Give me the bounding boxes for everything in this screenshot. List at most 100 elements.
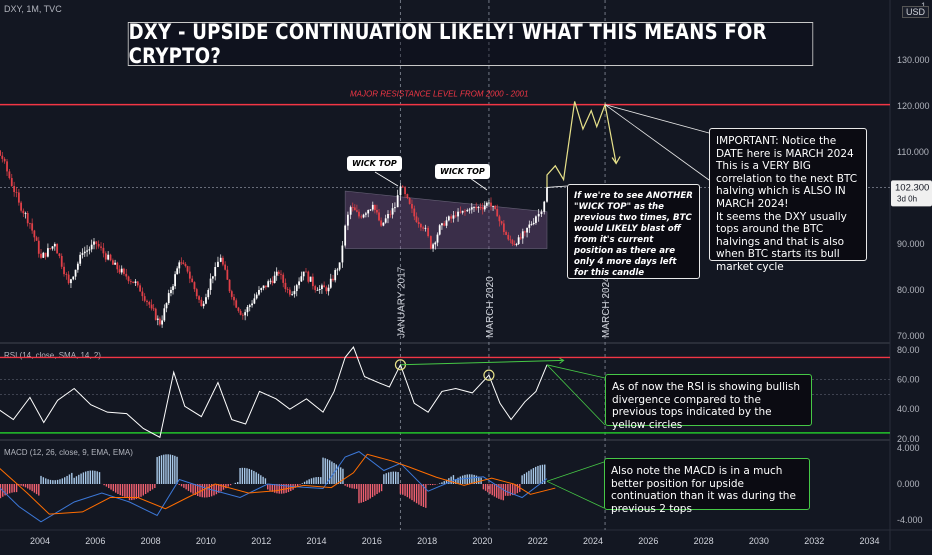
candle-body — [178, 262, 181, 269]
candle-body — [95, 241, 98, 244]
candle-body — [83, 251, 86, 254]
wick-pointer — [469, 177, 488, 191]
year-tick-label: 2022 — [528, 536, 548, 546]
candle-body — [477, 207, 480, 209]
rsi-tick-label: 20.00 — [897, 434, 920, 444]
candle-body — [389, 214, 392, 215]
candle-body — [51, 246, 54, 249]
candle-body — [367, 210, 370, 214]
candle-body — [546, 187, 548, 202]
rsi-note-connector — [546, 364, 606, 426]
candle-body — [309, 276, 312, 282]
rsi-divergence-line — [400, 359, 564, 366]
candle-body — [102, 247, 105, 254]
candle-body — [90, 244, 93, 250]
year-tick-label: 2032 — [804, 536, 824, 546]
candle-body — [205, 297, 207, 304]
candle-body — [336, 269, 339, 271]
candle-body — [20, 202, 22, 211]
date-label: MARCH 2020 — [485, 276, 496, 338]
candle-body — [226, 269, 229, 280]
candle-body — [507, 234, 510, 240]
candle-body — [230, 291, 233, 297]
chart-title: DXY - UPSIDE CONTINUATION LIKELY! WHAT T… — [127, 20, 814, 68]
year-tick-label: 2020 — [472, 536, 492, 546]
candle-body — [53, 244, 56, 247]
year-tick-label: 2024 — [583, 536, 603, 546]
candle-body — [170, 290, 172, 294]
candle-body — [300, 276, 303, 282]
candle-body — [311, 276, 314, 287]
candle-body — [260, 288, 263, 290]
candle-body — [58, 253, 61, 257]
candle-body — [332, 278, 334, 281]
candle-body — [490, 202, 492, 207]
candle-body — [31, 223, 34, 231]
candle-body — [401, 186, 404, 188]
candle-body — [207, 289, 210, 298]
candle-body — [528, 224, 531, 228]
candle-body — [323, 285, 326, 288]
candle-body — [438, 225, 441, 235]
candle-body — [146, 300, 148, 303]
candle-body — [492, 205, 494, 207]
year-tick-label: 2018 — [417, 536, 437, 546]
candle-body — [79, 254, 82, 264]
candle-body — [420, 224, 422, 228]
candle-body — [483, 205, 486, 210]
rsi-label: RSI (14, close, SMA, 14, 2) — [4, 351, 101, 360]
candle-body — [63, 266, 65, 275]
candle-body — [530, 224, 533, 225]
candle-body — [481, 207, 484, 210]
candle-body — [158, 318, 161, 325]
candle-body — [139, 285, 141, 292]
candle-body — [167, 293, 170, 304]
candle-body — [6, 161, 8, 172]
currency-button[interactable]: USD — [902, 6, 930, 18]
candle-body — [70, 279, 72, 284]
candle-body — [517, 237, 520, 244]
candle-body — [384, 218, 387, 223]
candle-body — [362, 214, 365, 218]
candle-body — [191, 278, 194, 283]
price-tick-label: 70.000 — [897, 331, 925, 341]
candle-body — [293, 291, 296, 295]
candle-body — [371, 204, 374, 210]
wick-note-connector — [546, 185, 568, 188]
candle-body — [44, 252, 47, 257]
candle-body — [415, 216, 418, 223]
candle-body — [17, 192, 20, 203]
candle-body — [109, 254, 112, 261]
candle-body — [182, 262, 185, 264]
candle-body — [445, 220, 448, 226]
projection-path — [546, 101, 617, 188]
candle-body — [286, 289, 289, 290]
candle-body — [485, 202, 488, 206]
candle-body — [244, 312, 247, 316]
candle-body — [380, 220, 382, 226]
candle-body — [148, 302, 151, 305]
candle-body — [349, 207, 352, 215]
candle-body — [211, 276, 214, 279]
candle-body — [123, 268, 125, 274]
candle-body — [127, 276, 130, 282]
rsi-tick-label: 40.00 — [897, 404, 920, 414]
candle-body — [193, 282, 196, 290]
macd-note-connector — [546, 480, 605, 509]
candle-body — [298, 281, 300, 286]
candle-body — [37, 240, 40, 254]
wick-top-label-2: WICK TOP — [435, 164, 490, 179]
candle-body — [314, 286, 317, 291]
year-tick-label: 2016 — [362, 536, 382, 546]
candle-body — [364, 213, 367, 215]
candle-body — [222, 257, 224, 265]
candle-body — [443, 223, 446, 226]
candle-body — [262, 285, 265, 289]
candle-body — [195, 289, 198, 297]
candle-body — [88, 249, 91, 251]
candle-body — [269, 280, 272, 282]
candle-body — [394, 207, 396, 209]
candle-body — [228, 279, 231, 292]
candle-body — [470, 207, 473, 210]
